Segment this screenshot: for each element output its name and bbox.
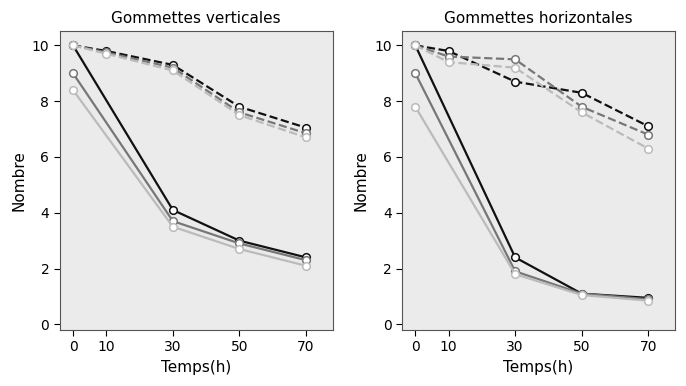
Title: Gommettes verticales: Gommettes verticales [111,11,281,26]
Y-axis label: Nombre: Nombre [11,150,26,211]
X-axis label: Temps(h): Temps(h) [504,360,573,375]
X-axis label: Temps(h): Temps(h) [161,360,231,375]
Y-axis label: Nombre: Nombre [353,150,368,211]
Title: Gommettes horizontales: Gommettes horizontales [444,11,632,26]
